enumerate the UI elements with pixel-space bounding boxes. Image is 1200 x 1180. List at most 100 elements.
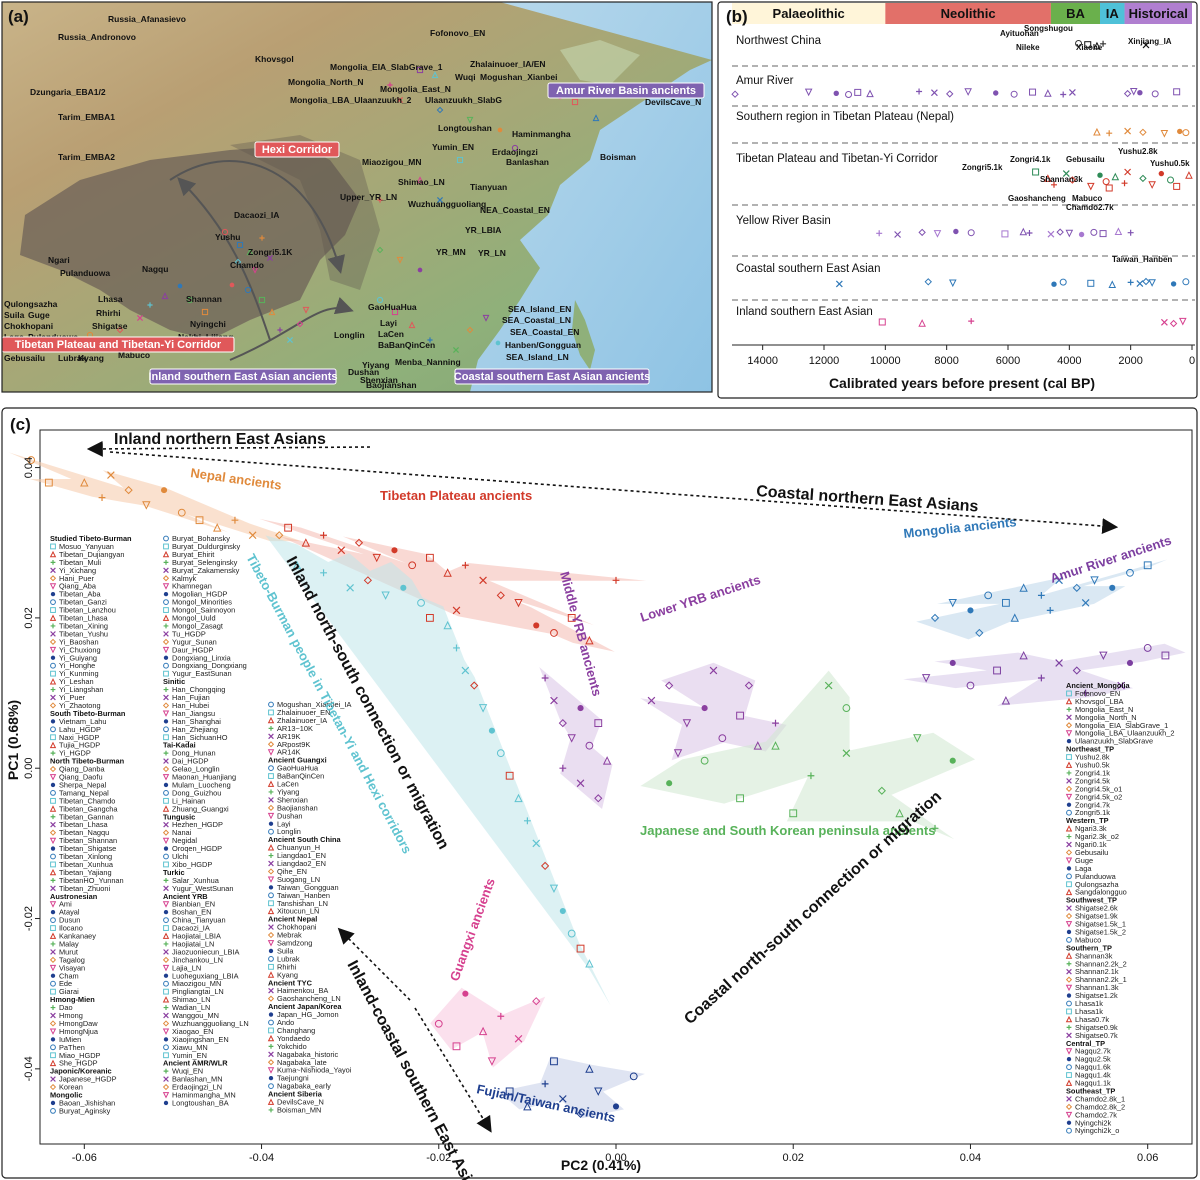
pca-point [452, 606, 461, 615]
timeline-point [1170, 281, 1177, 287]
timeline-point [993, 90, 999, 96]
timeline-point [1051, 281, 1057, 287]
legend-swatch [268, 900, 274, 907]
pca-y-tick-label: -0.04 [23, 1056, 35, 1081]
legend-entry: Nagqu1.4k [1075, 1071, 1111, 1080]
legend-swatch [163, 980, 169, 987]
legend-swatch [1066, 1056, 1072, 1062]
timeline-point [1093, 41, 1101, 50]
pca-group-label: Tibetan Plateau ancients [380, 488, 532, 503]
legend-swatch [162, 550, 170, 558]
timeline-point [967, 229, 975, 237]
legend-swatch [163, 1068, 169, 1074]
map-place-label: NEA_Coastal_EN [480, 205, 550, 215]
legend-entry: Ngari2.3k_o2 [1075, 832, 1119, 841]
map-site-marker [466, 326, 474, 334]
map-place-labels: Russia_Afanasievo Russia_Andronovo Fofonov… [4, 14, 701, 390]
timeline-annotation: Xiaohe [1076, 43, 1103, 52]
legend-entry: Xiaojingshan_EN [172, 1035, 229, 1044]
timeline-point [845, 91, 853, 98]
legend-swatch [163, 670, 169, 677]
legend-swatch [163, 567, 169, 574]
legend-swatch [267, 868, 275, 875]
map-place-label: Haminmangha [512, 129, 571, 139]
legend-entry: Li_Hainan [172, 796, 205, 805]
legend-heading: Studied Tibeto-Burman [50, 534, 132, 543]
map-place-label: YR_LBIA [465, 225, 501, 235]
timeline-annotation: Chamdo2.7k [1066, 203, 1114, 212]
timeline-annotation: Xinjiang_IA [1128, 37, 1172, 46]
legend-entry: TibetanHO_Yunnan [59, 876, 124, 885]
map-place-label: Baojianshan [366, 380, 417, 390]
legend-swatch [1066, 738, 1072, 744]
legend-entry: Ulaanzuukh_SlabGrave [1075, 737, 1153, 746]
pca-point [753, 741, 762, 750]
legend-entry: Sangdalongguo [1075, 888, 1127, 897]
legend-swatch [163, 1037, 169, 1042]
pca-point [496, 591, 505, 600]
legend-swatch [268, 956, 274, 962]
timeline-point [876, 230, 883, 237]
legend-entry: Dong_Guizhou [172, 788, 221, 797]
map-place-label: Nyingchi [190, 319, 226, 329]
legend-swatch [50, 694, 56, 701]
legend-swatch [163, 543, 169, 550]
legend-entry: Mongol_Sainnoyon [172, 606, 235, 615]
timeline-point [1090, 228, 1098, 236]
pca-point [541, 674, 549, 682]
legend-swatch [163, 1100, 169, 1106]
map-sea [470, 2, 712, 392]
map-place-label: Erdaojingzi [492, 147, 538, 157]
pca-x-tick-label: -0.06 [72, 1152, 97, 1164]
legend-entry: AR13~10K [277, 724, 313, 733]
legend-entry: Xiawu_MN [172, 1043, 208, 1052]
pca-point [354, 538, 364, 547]
timeline-point [1032, 168, 1040, 176]
legend-entry: Haminmangha_MN [172, 1091, 236, 1100]
legend-entry: Taejungni [277, 1074, 309, 1083]
legend-entry: Chamdo2.8k_1 [1075, 1094, 1125, 1103]
timeline-rows: Northwest China Amur River Southern region… [732, 35, 1195, 318]
legend-swatch [268, 987, 274, 994]
map-place-label: Mabuco [118, 350, 150, 360]
pca-y-tick-label: 0.04 [23, 457, 35, 478]
legend-entry: Shannan2.2k_2 [1075, 959, 1127, 968]
legend-entry: Shannan2.1k [1075, 967, 1119, 976]
pca-point [682, 719, 692, 728]
map-place-label: Dacaozi_IA [234, 210, 279, 220]
map-site-marker [416, 66, 424, 74]
legend-swatch [50, 1108, 56, 1114]
legend-swatch [1066, 905, 1072, 911]
legend-entry: Zongri4.5k [1075, 776, 1110, 785]
legend-swatch [163, 861, 169, 868]
pca-point [213, 523, 222, 532]
map-region-tag: Tibetan Plateau and Tibetan-Yi Corridor [15, 339, 222, 351]
pca-group-hull [539, 667, 613, 809]
legend-entry: Tagalog [59, 955, 85, 964]
legend-swatch [50, 607, 56, 613]
legend-swatch [49, 741, 57, 749]
legend-entry: Lhasa1k [1075, 999, 1103, 1008]
timeline-point [1185, 171, 1193, 179]
legend-swatch [162, 932, 170, 939]
legend-entry: Mogolian_HGDP [172, 590, 228, 599]
legend-entry: Pulanduowa [1075, 872, 1117, 881]
timeline-point [1056, 228, 1064, 236]
map-site-marker [466, 116, 474, 124]
legend-swatch [163, 750, 169, 756]
legend-entry: Dong_Hunan [172, 749, 216, 758]
map-site-marker [286, 336, 294, 344]
timeline-tick-label: 12000 [809, 355, 840, 367]
pca-point [1055, 576, 1063, 585]
pca-point [346, 584, 354, 592]
legend-entry: Yi_Puer [59, 693, 86, 702]
pca-x-tick-label: 0.06 [1137, 1152, 1158, 1164]
legend-entry: Samdzong [277, 939, 312, 948]
legend-entry: Tibetan_Muli [59, 558, 101, 567]
legend-swatch [267, 995, 275, 1002]
map-place-label: Mongolia_LBA_Ulaanzuukh_2 [290, 95, 412, 105]
period-segment [1050, 3, 1100, 24]
pca-point [1001, 696, 1011, 705]
legend-swatch [268, 1051, 274, 1058]
